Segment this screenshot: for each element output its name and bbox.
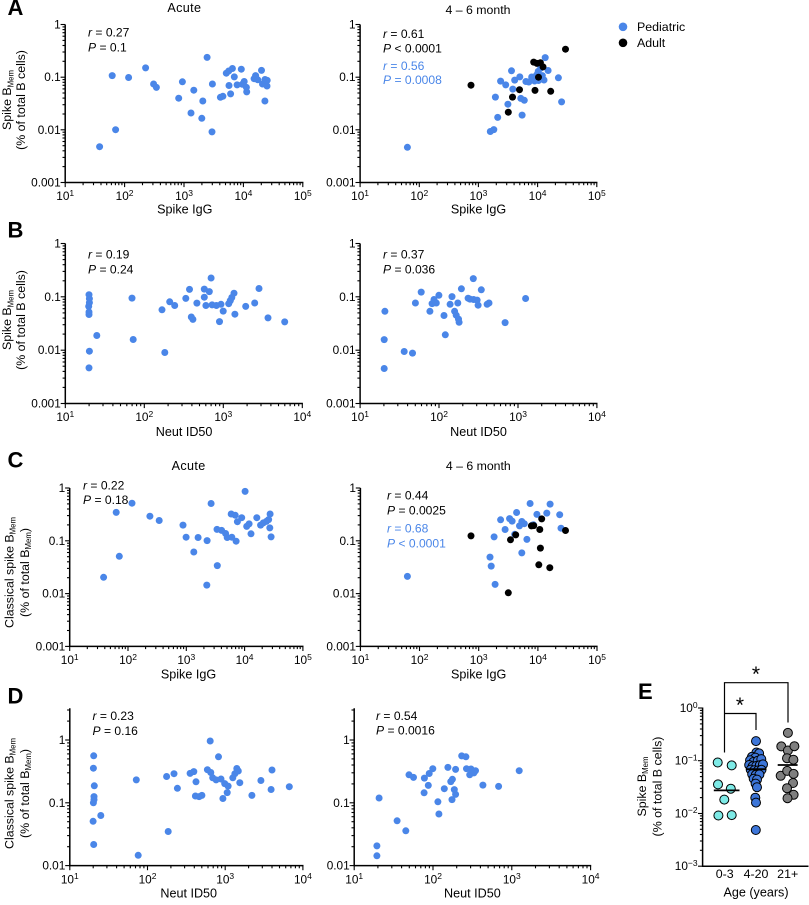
svg-text:0.001: 0.001 <box>31 397 61 411</box>
svg-text:0.1: 0.1 <box>333 796 349 810</box>
svg-text:0.01: 0.01 <box>38 343 61 357</box>
svg-text:1: 1 <box>59 733 66 747</box>
svg-text:Neut ID50: Neut ID50 <box>450 425 507 439</box>
svg-text:0.001: 0.001 <box>31 176 61 190</box>
svg-text:Adult: Adult <box>637 36 666 50</box>
svg-text:0.1: 0.1 <box>339 290 355 304</box>
svg-text:P = 0.036: P = 0.036 <box>383 263 435 277</box>
svg-text:1: 1 <box>349 481 356 495</box>
svg-text:C: C <box>8 448 24 473</box>
svg-text:0.1: 0.1 <box>49 534 65 548</box>
svg-text:0.1: 0.1 <box>49 796 65 810</box>
svg-text:1: 1 <box>349 18 356 32</box>
svg-text:Spike IgG: Spike IgG <box>161 667 216 681</box>
svg-text:0.01: 0.01 <box>42 859 65 873</box>
svg-text:1: 1 <box>349 237 356 251</box>
svg-text:r = 0.54: r = 0.54 <box>376 709 418 723</box>
svg-text:P = 0.24: P = 0.24 <box>88 263 134 277</box>
svg-text:Classical spike BMem: Classical spike BMem <box>3 517 18 628</box>
svg-text:0.01: 0.01 <box>333 343 356 357</box>
svg-text:r = 0.27: r = 0.27 <box>88 26 130 40</box>
svg-text:4 – 6 month: 4 – 6 month <box>446 459 511 473</box>
svg-text:Acute: Acute <box>172 459 206 473</box>
svg-text:P = 0.1: P = 0.1 <box>88 41 127 55</box>
svg-text:1: 1 <box>343 733 350 747</box>
svg-text:0.1: 0.1 <box>44 70 60 84</box>
svg-text:0.001: 0.001 <box>326 176 356 190</box>
svg-text:Spike IgG: Spike IgG <box>451 667 506 681</box>
svg-text:Spike IgG: Spike IgG <box>157 202 212 216</box>
svg-text:1: 1 <box>59 481 66 495</box>
svg-text:0.001: 0.001 <box>326 639 356 653</box>
svg-text:0.1: 0.1 <box>339 534 355 548</box>
svg-text:r = 0.61: r = 0.61 <box>383 27 425 41</box>
svg-text:1: 1 <box>54 237 61 251</box>
svg-text:(% of total B cells): (% of total B cells) <box>651 737 665 837</box>
svg-text:21+: 21+ <box>777 867 798 881</box>
svg-text:r = 0.37: r = 0.37 <box>383 248 425 262</box>
svg-text:r = 0.68: r = 0.68 <box>387 522 429 536</box>
svg-text:1: 1 <box>54 18 61 32</box>
svg-text:0.01: 0.01 <box>327 859 350 873</box>
svg-text:0.1: 0.1 <box>339 70 355 84</box>
svg-text:(% of total BMem): (% of total BMem) <box>18 528 33 617</box>
svg-text:P < 0.0001: P < 0.0001 <box>383 41 442 55</box>
svg-text:(% of total B cells): (% of total B cells) <box>14 270 28 370</box>
svg-text:P = 0.0025: P = 0.0025 <box>387 504 446 518</box>
svg-text:Neut ID50: Neut ID50 <box>160 886 217 900</box>
svg-text:Pediatric: Pediatric <box>637 20 685 34</box>
svg-text:r = 0.22: r = 0.22 <box>83 478 125 492</box>
svg-text:r = 0.19: r = 0.19 <box>88 248 130 262</box>
svg-text:E: E <box>638 679 653 704</box>
svg-text:Spike IgG: Spike IgG <box>451 202 506 216</box>
svg-text:Classical spike BMem: Classical spike BMem <box>3 738 18 849</box>
svg-text:P = 0.18: P = 0.18 <box>83 493 129 507</box>
svg-text:0.01: 0.01 <box>42 587 65 601</box>
svg-text:(% of total B cells): (% of total B cells) <box>14 50 28 150</box>
svg-text:P = 0.0008: P = 0.0008 <box>383 73 442 87</box>
svg-text:r = 0.56: r = 0.56 <box>383 59 425 73</box>
svg-text:A: A <box>8 0 24 20</box>
svg-text:P < 0.0001: P < 0.0001 <box>387 537 446 551</box>
svg-text:0-3: 0-3 <box>716 867 734 881</box>
svg-text:Age (years): Age (years) <box>723 886 788 900</box>
svg-text:P = 0.16: P = 0.16 <box>93 724 139 738</box>
svg-text:r = 0.44: r = 0.44 <box>387 489 429 503</box>
svg-text:Neut ID50: Neut ID50 <box>444 886 501 900</box>
svg-text:0.01: 0.01 <box>38 123 61 137</box>
svg-text:*: * <box>736 694 744 717</box>
svg-text:0.001: 0.001 <box>36 639 66 653</box>
svg-text:0.001: 0.001 <box>326 397 356 411</box>
svg-text:P = 0.0016: P = 0.0016 <box>376 724 435 738</box>
svg-text:0.01: 0.01 <box>333 587 356 601</box>
svg-text:4-20: 4-20 <box>744 867 769 881</box>
svg-text:r = 0.23: r = 0.23 <box>93 709 135 723</box>
svg-text:B: B <box>8 218 24 243</box>
svg-text:Neut ID50: Neut ID50 <box>156 425 213 439</box>
svg-text:(% of total BMem): (% of total BMem) <box>18 749 33 838</box>
svg-text:4 – 6 month: 4 – 6 month <box>446 3 511 17</box>
svg-text:*: * <box>752 663 760 686</box>
svg-text:0.01: 0.01 <box>333 123 356 137</box>
svg-text:D: D <box>8 684 24 709</box>
svg-text:Acute: Acute <box>167 1 201 15</box>
svg-text:0.1: 0.1 <box>44 290 60 304</box>
